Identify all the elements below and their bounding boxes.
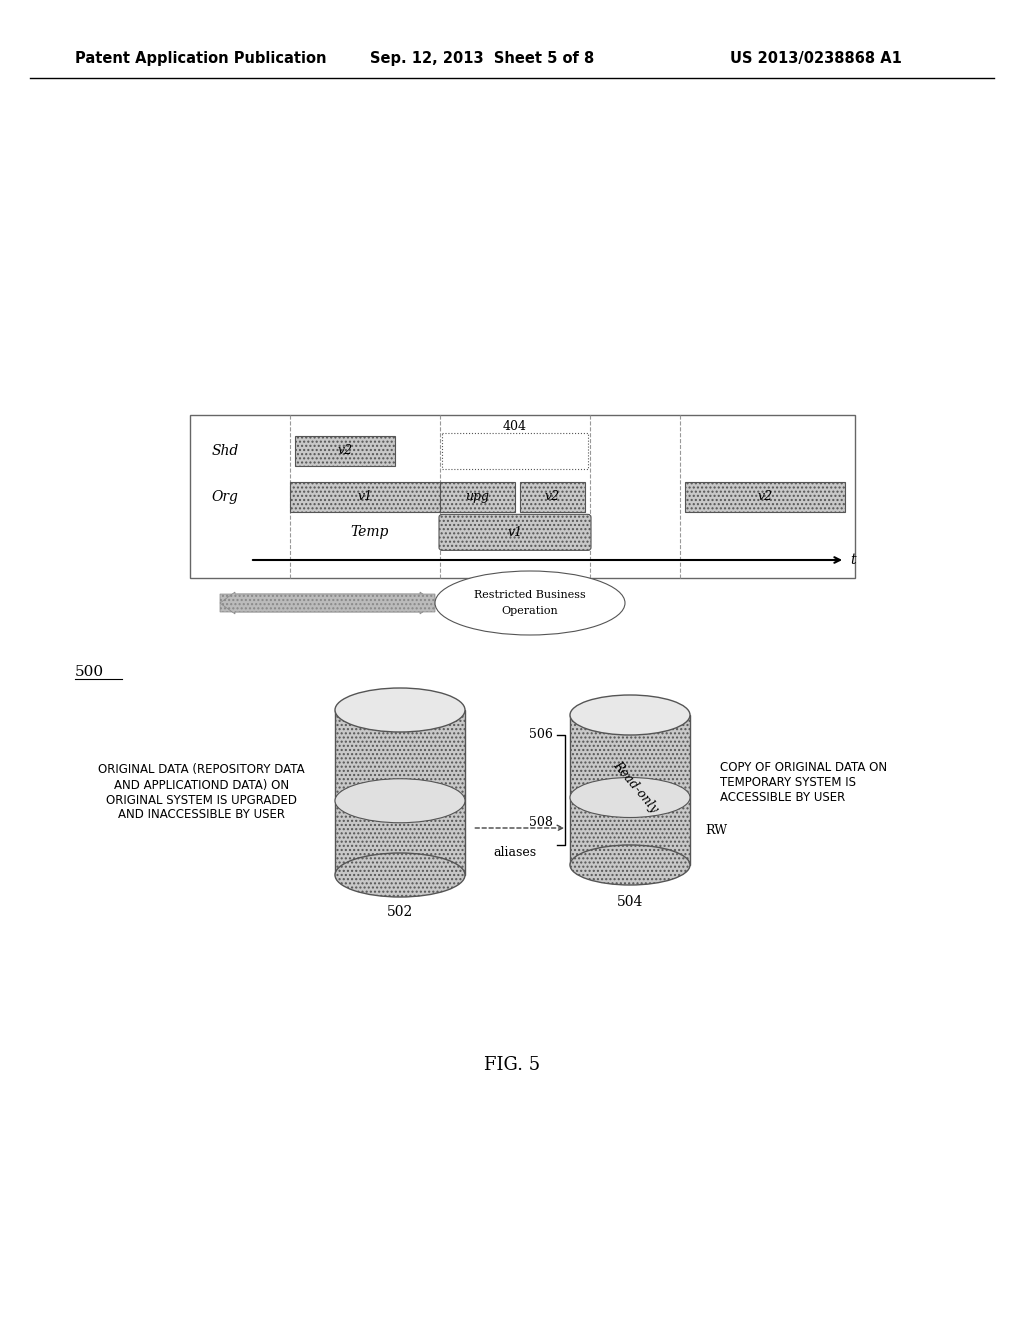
Text: 404: 404 [503,421,527,433]
Text: Read-only: Read-only [609,759,660,816]
Text: Temp: Temp [351,525,389,540]
Text: RW: RW [705,825,727,837]
Text: 508: 508 [529,817,553,829]
Ellipse shape [335,688,465,733]
FancyArrow shape [220,591,435,614]
Bar [295,436,395,466]
Bar [685,482,845,511]
Text: Restricted Business: Restricted Business [474,590,586,601]
Ellipse shape [570,777,690,817]
Bar [442,433,588,469]
Text: COPY OF ORIGINAL DATA ON
TEMPORARY SYSTEM IS
ACCESSIBLE BY USER: COPY OF ORIGINAL DATA ON TEMPORARY SYSTE… [720,762,887,804]
Text: 502: 502 [387,906,413,919]
Ellipse shape [335,779,465,822]
Text: Org: Org [212,490,239,503]
Text: 500: 500 [75,665,104,678]
Text: v2: v2 [758,490,772,503]
Ellipse shape [570,696,690,735]
Text: US 2013/0238868 A1: US 2013/0238868 A1 [730,50,902,66]
FancyArrow shape [220,591,435,614]
Text: Sep. 12, 2013  Sheet 5 of 8: Sep. 12, 2013 Sheet 5 of 8 [370,50,594,66]
Text: v1: v1 [357,490,373,503]
Bar [190,414,855,578]
Text: upg: upg [466,490,489,503]
Text: Shd: Shd [211,444,239,458]
Text: v2: v2 [338,445,352,457]
FancyBboxPatch shape [439,515,591,550]
Text: 506: 506 [529,729,553,742]
Ellipse shape [570,845,690,884]
Text: FIG. 5: FIG. 5 [484,1056,540,1074]
Bar [520,482,585,511]
Text: Operation: Operation [502,606,558,616]
Text: ORIGINAL DATA (REPOSITORY DATA
AND APPLICATIOND DATA) ON
ORIGINAL SYSTEM IS UPGR: ORIGINAL DATA (REPOSITORY DATA AND APPLI… [98,763,305,821]
Text: aliases: aliases [494,846,537,859]
Text: 504: 504 [616,895,643,909]
Bar [290,482,440,511]
Text: Patent Application Publication: Patent Application Publication [75,50,327,66]
Ellipse shape [435,572,625,635]
Text: v1: v1 [508,525,522,539]
Bar [335,710,465,875]
Bar [570,715,690,865]
Bar [440,482,515,511]
Text: t: t [850,553,856,568]
Ellipse shape [335,853,465,898]
Text: v2: v2 [545,490,560,503]
